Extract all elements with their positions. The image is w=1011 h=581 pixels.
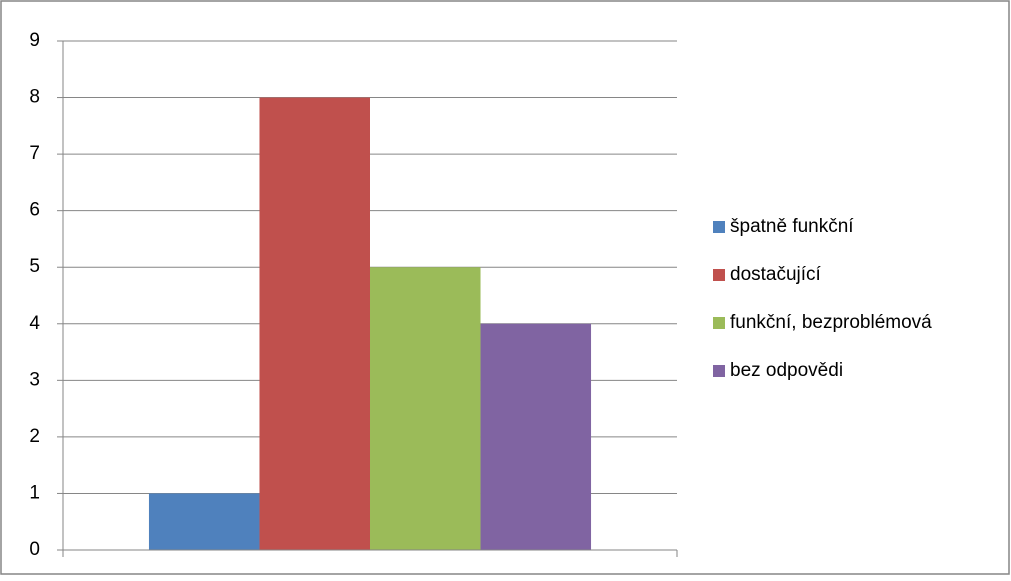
legend-label: bez odpovědi bbox=[730, 360, 843, 381]
y-tick-label: 1 bbox=[29, 482, 40, 503]
y-tick-label: 5 bbox=[29, 256, 40, 277]
bar bbox=[370, 267, 481, 550]
legend-swatch bbox=[713, 221, 725, 233]
y-tick-label: 0 bbox=[29, 539, 40, 560]
legend-label: funkční, bezproblémová bbox=[730, 312, 932, 333]
legend-label: dostačující bbox=[730, 264, 822, 285]
y-tick-label: 2 bbox=[29, 426, 40, 447]
legend-swatch bbox=[713, 269, 725, 281]
y-tick-label: 9 bbox=[29, 30, 40, 51]
bar bbox=[480, 323, 592, 550]
y-tick-label: 8 bbox=[29, 87, 40, 108]
y-tick-label: 7 bbox=[29, 143, 40, 164]
legend-label: špatně funkční bbox=[730, 216, 854, 237]
legend-swatch bbox=[713, 365, 725, 377]
y-tick-label: 4 bbox=[29, 313, 40, 334]
bar bbox=[148, 493, 260, 550]
bar bbox=[259, 97, 370, 551]
y-tick-label: 3 bbox=[29, 369, 40, 390]
legend-swatch bbox=[713, 317, 725, 329]
y-tick-label: 6 bbox=[29, 200, 40, 221]
